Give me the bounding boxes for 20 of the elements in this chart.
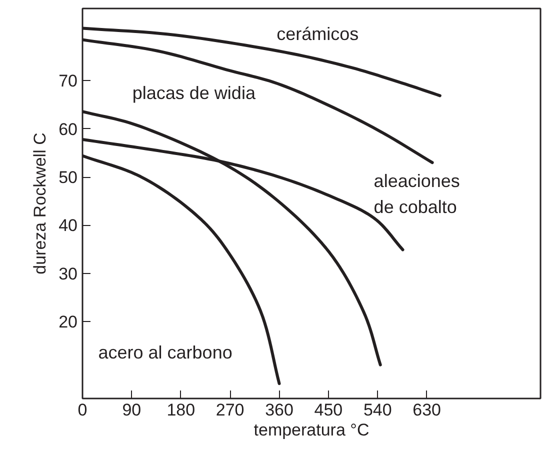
- series-label: cerámicos: [276, 24, 359, 44]
- x-tick-label: 270: [216, 400, 244, 420]
- x-tick-label: 90: [122, 400, 142, 420]
- x-tick-label: 630: [412, 400, 442, 420]
- y-tick-label: 60: [58, 120, 78, 139]
- legend-label: placas de widia: [132, 82, 256, 103]
- y-tick-label: 50: [58, 168, 78, 188]
- x-tick-label: 180: [166, 400, 196, 420]
- x-tick-label: 0: [78, 400, 88, 420]
- y-tick-label: 30: [58, 264, 78, 284]
- y-axis-title: dureza Rockwell C: [30, 132, 50, 274]
- y-tick-label: 40: [58, 216, 78, 236]
- x-tick-label: 360: [265, 400, 294, 420]
- y-tick-label: 70: [58, 72, 78, 91]
- x-axis-title: temperatura °C: [254, 420, 370, 440]
- text: acero al carbono: [98, 342, 232, 363]
- x-tick-label: 540: [363, 400, 392, 420]
- series-label: aleaciones de cobalto: [374, 170, 460, 217]
- y-tick-label: 20: [58, 312, 78, 332]
- x-tick-label: 450: [314, 400, 343, 420]
